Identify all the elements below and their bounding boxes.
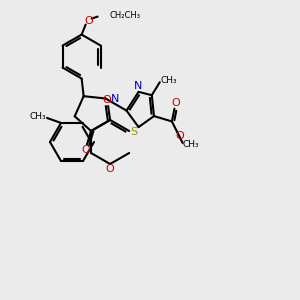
Text: CH₃: CH₃ [30, 112, 46, 122]
Text: CH₃: CH₃ [182, 140, 199, 149]
Text: CH₂CH₃: CH₂CH₃ [110, 11, 141, 20]
Text: N: N [134, 81, 142, 91]
Text: O: O [106, 164, 115, 174]
Text: O: O [103, 95, 112, 105]
Text: CH₃: CH₃ [160, 76, 177, 85]
Text: N: N [110, 94, 119, 104]
Text: S: S [130, 127, 137, 137]
Text: O: O [171, 98, 180, 108]
Text: O: O [84, 16, 93, 26]
Text: O: O [82, 146, 90, 155]
Text: O: O [176, 131, 184, 141]
